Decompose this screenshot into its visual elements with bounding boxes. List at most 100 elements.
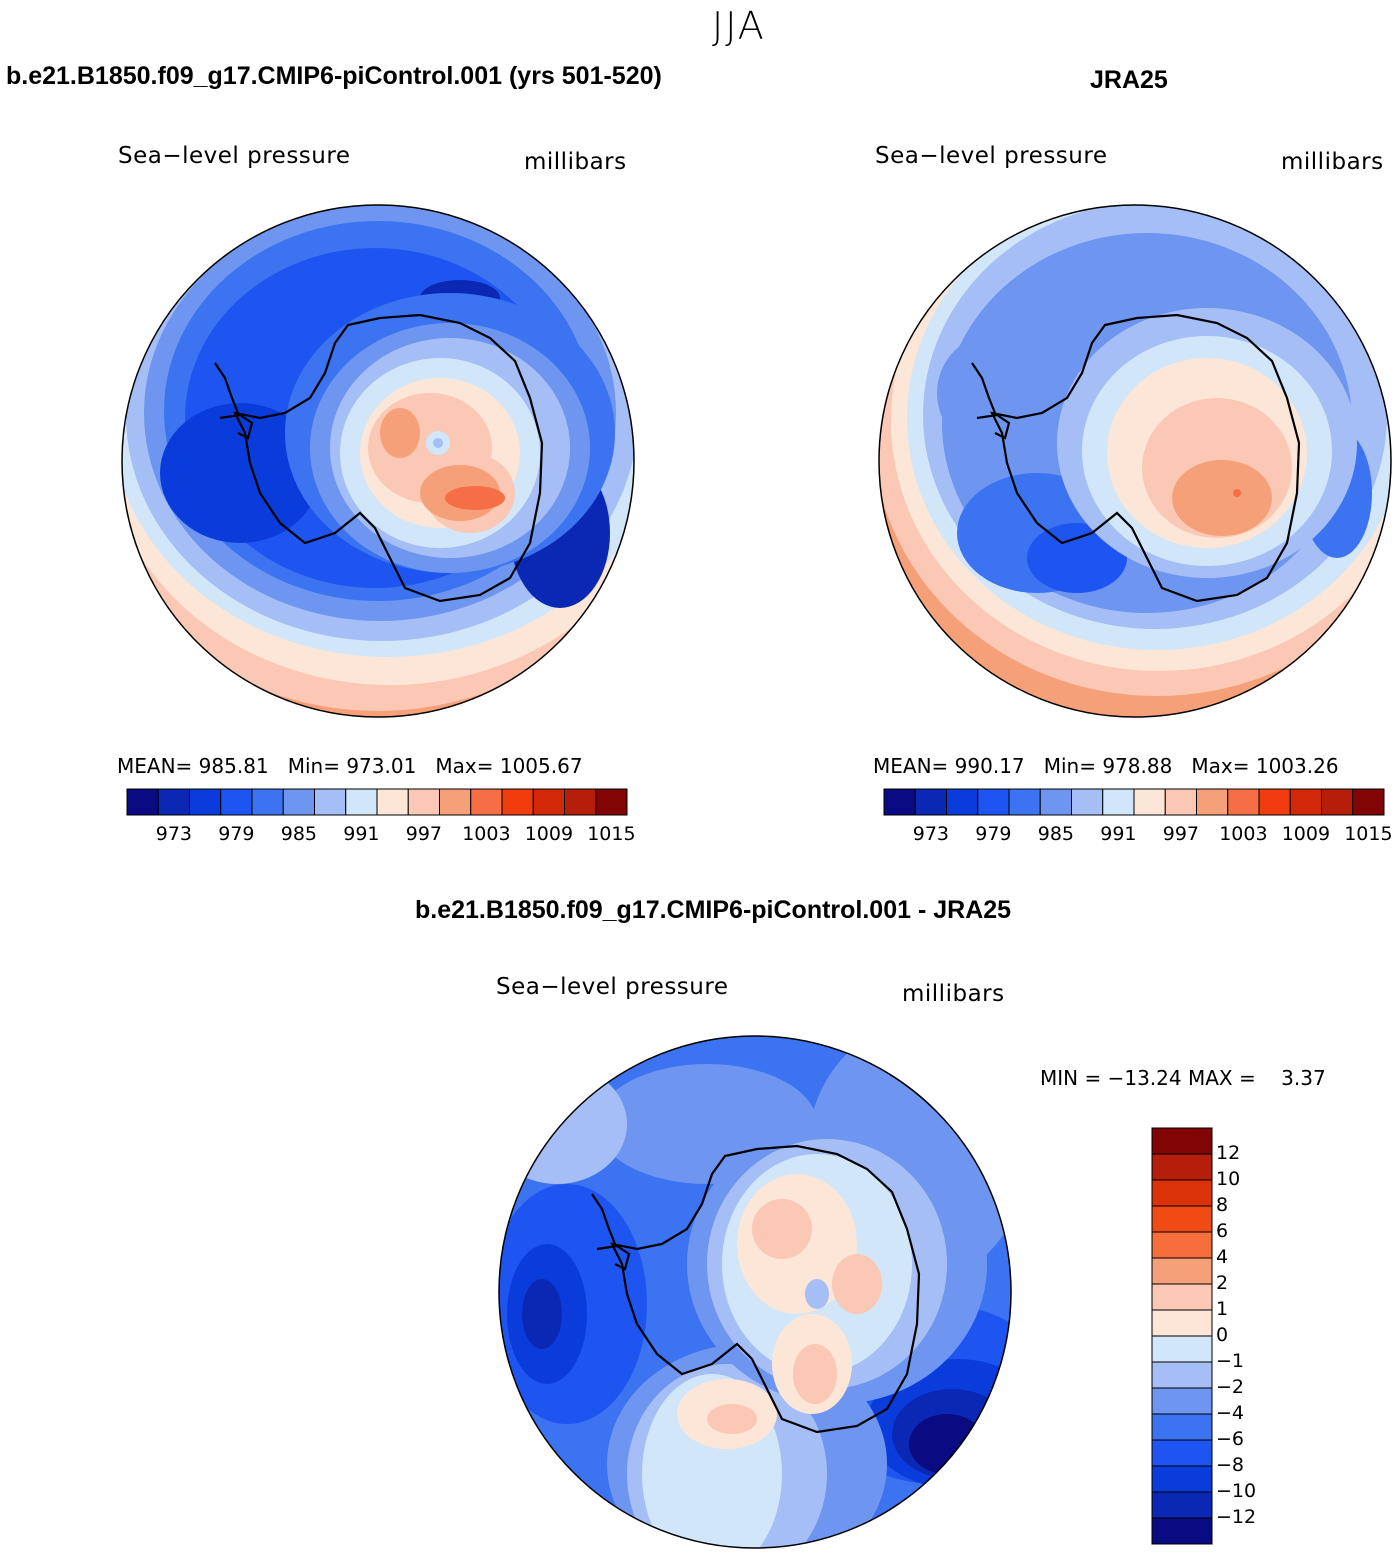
colorbar-swatch — [1151, 1465, 1213, 1493]
colorbar-tick-label: 12 — [1216, 1142, 1241, 1164]
panel-diff-colorbar — [1151, 1127, 1213, 1545]
colorbar-swatch — [1227, 788, 1260, 816]
colorbar-tick-label: 1009 — [524, 823, 574, 845]
colorbar-swatch — [1151, 1335, 1213, 1363]
colorbar-tick-label: −6 — [1216, 1428, 1245, 1450]
panel-model-mean: 985.81 — [198, 754, 269, 778]
colorbar-tick-label: 6 — [1216, 1220, 1229, 1242]
panel-obs-min: 978.88 — [1102, 754, 1173, 778]
colorbar-swatch — [251, 788, 284, 816]
colorbar-tick-label: 997 — [405, 823, 442, 845]
colorbar-swatch — [1151, 1491, 1213, 1519]
colorbar-tick-label: 1003 — [1219, 823, 1268, 845]
colorbar-swatch — [314, 788, 347, 816]
colorbar-swatch — [1008, 788, 1041, 816]
panel-model-units-label: millibars — [524, 149, 627, 175]
panel-model-colorbar — [126, 788, 628, 816]
panel-diff-map — [498, 1035, 1012, 1549]
colorbar-tick-label: 4 — [1216, 1246, 1229, 1268]
colorbar-swatch — [157, 788, 190, 816]
panel-obs-max: 1003.26 — [1255, 754, 1339, 778]
colorbar-tick-label: 985 — [1037, 823, 1074, 845]
panel-model-max: 1005.67 — [499, 754, 583, 778]
colorbar-swatch — [220, 788, 253, 816]
colorbar-swatch — [1039, 788, 1072, 816]
colorbar-tick-label: 991 — [343, 823, 380, 845]
colorbar-tick-label: −4 — [1216, 1402, 1245, 1424]
colorbar-swatch — [1102, 788, 1135, 816]
panel-diff-title: b.e21.B1850.f09_g17.CMIP6-piControl.001 … — [415, 896, 1012, 924]
colorbar-tick-label: 979 — [975, 823, 1012, 845]
colorbar-tick-label: 2 — [1216, 1272, 1229, 1294]
colorbar-swatch — [189, 788, 222, 816]
colorbar-tick-label: 997 — [1162, 823, 1199, 845]
colorbar-swatch — [282, 788, 315, 816]
colorbar-swatch — [501, 788, 534, 816]
colorbar-swatch — [1151, 1231, 1213, 1259]
panel-model-title: b.e21.B1850.f09_g17.CMIP6-piControl.001 … — [6, 62, 662, 90]
colorbar-tick-label: 1003 — [462, 823, 511, 845]
colorbar-tick-label: −8 — [1216, 1454, 1245, 1476]
colorbar-swatch — [470, 788, 503, 816]
colorbar-swatch — [595, 788, 628, 816]
panel-obs-units-label: millibars — [1281, 149, 1384, 175]
figure-title: JJA — [712, 4, 766, 48]
colorbar-swatch — [883, 788, 916, 816]
colorbar-swatch — [1151, 1257, 1213, 1285]
panel-model-min: 973.01 — [346, 754, 417, 778]
colorbar-swatch — [1151, 1179, 1213, 1207]
panel-diff-units-label: millibars — [902, 981, 1005, 1007]
colorbar-swatch — [914, 788, 947, 816]
colorbar-swatch — [376, 788, 409, 816]
panel-model-map — [121, 204, 635, 718]
colorbar-tick-label: −1 — [1216, 1350, 1245, 1372]
colorbar-tick-label: 1015 — [587, 823, 636, 845]
colorbar-swatch — [1151, 1127, 1213, 1155]
panel-model-variable-label: Sea−level pressure — [118, 143, 351, 169]
colorbar-swatch — [126, 788, 159, 816]
colorbar-tick-label: 0 — [1216, 1324, 1229, 1346]
colorbar-swatch — [439, 788, 472, 816]
colorbar-tick-label: −10 — [1216, 1480, 1257, 1502]
colorbar-swatch — [1071, 788, 1104, 816]
colorbar-swatch — [946, 788, 979, 816]
panel-obs-stats: MEAN= 990.17 Min= 978.88 Max= 1003.26 — [873, 754, 1339, 778]
colorbar-swatch — [407, 788, 440, 816]
colorbar-tick-label: 8 — [1216, 1194, 1229, 1216]
colorbar-swatch — [1321, 788, 1354, 816]
colorbar-swatch — [1151, 1517, 1213, 1545]
colorbar-tick-label: 979 — [218, 823, 255, 845]
colorbar-swatch — [1151, 1205, 1213, 1233]
panel-obs-variable-label: Sea−level pressure — [875, 143, 1108, 169]
colorbar-swatch — [1151, 1309, 1213, 1337]
colorbar-swatch — [1151, 1387, 1213, 1415]
panel-diff-variable-label: Sea−level pressure — [496, 974, 729, 1000]
colorbar-swatch — [1151, 1439, 1213, 1467]
colorbar-swatch — [1258, 788, 1291, 816]
colorbar-swatch — [532, 788, 565, 816]
panel-obs-mean: 990.17 — [954, 754, 1025, 778]
panel-diff-stats: MIN = −13.24 MAX = 3.37 — [1040, 1066, 1326, 1090]
colorbar-tick-label: 973 — [912, 823, 949, 845]
colorbar-swatch — [1352, 788, 1385, 816]
colorbar-swatch — [1289, 788, 1322, 816]
colorbar-tick-label: −12 — [1216, 1506, 1257, 1528]
panel-model-stats: MEAN= 985.81 Min= 973.01 Max= 1005.67 — [117, 754, 583, 778]
colorbar-swatch — [1151, 1153, 1213, 1181]
colorbar-swatch — [1151, 1283, 1213, 1311]
colorbar-swatch — [345, 788, 378, 816]
panel-obs-colorbar — [883, 788, 1385, 816]
colorbar-tick-label: 10 — [1216, 1168, 1241, 1190]
colorbar-tick-label: 985 — [280, 823, 317, 845]
colorbar-swatch — [1151, 1361, 1213, 1389]
colorbar-tick-label: 1 — [1216, 1298, 1229, 1320]
colorbar-tick-label: 973 — [155, 823, 192, 845]
colorbar-swatch — [564, 788, 597, 816]
colorbar-swatch — [977, 788, 1010, 816]
colorbar-tick-label: 1015 — [1344, 823, 1393, 845]
colorbar-swatch — [1151, 1413, 1213, 1441]
colorbar-swatch — [1196, 788, 1229, 816]
colorbar-swatch — [1164, 788, 1197, 816]
panel-obs-map — [878, 204, 1392, 718]
panel-obs-title: JRA25 — [1090, 66, 1168, 94]
